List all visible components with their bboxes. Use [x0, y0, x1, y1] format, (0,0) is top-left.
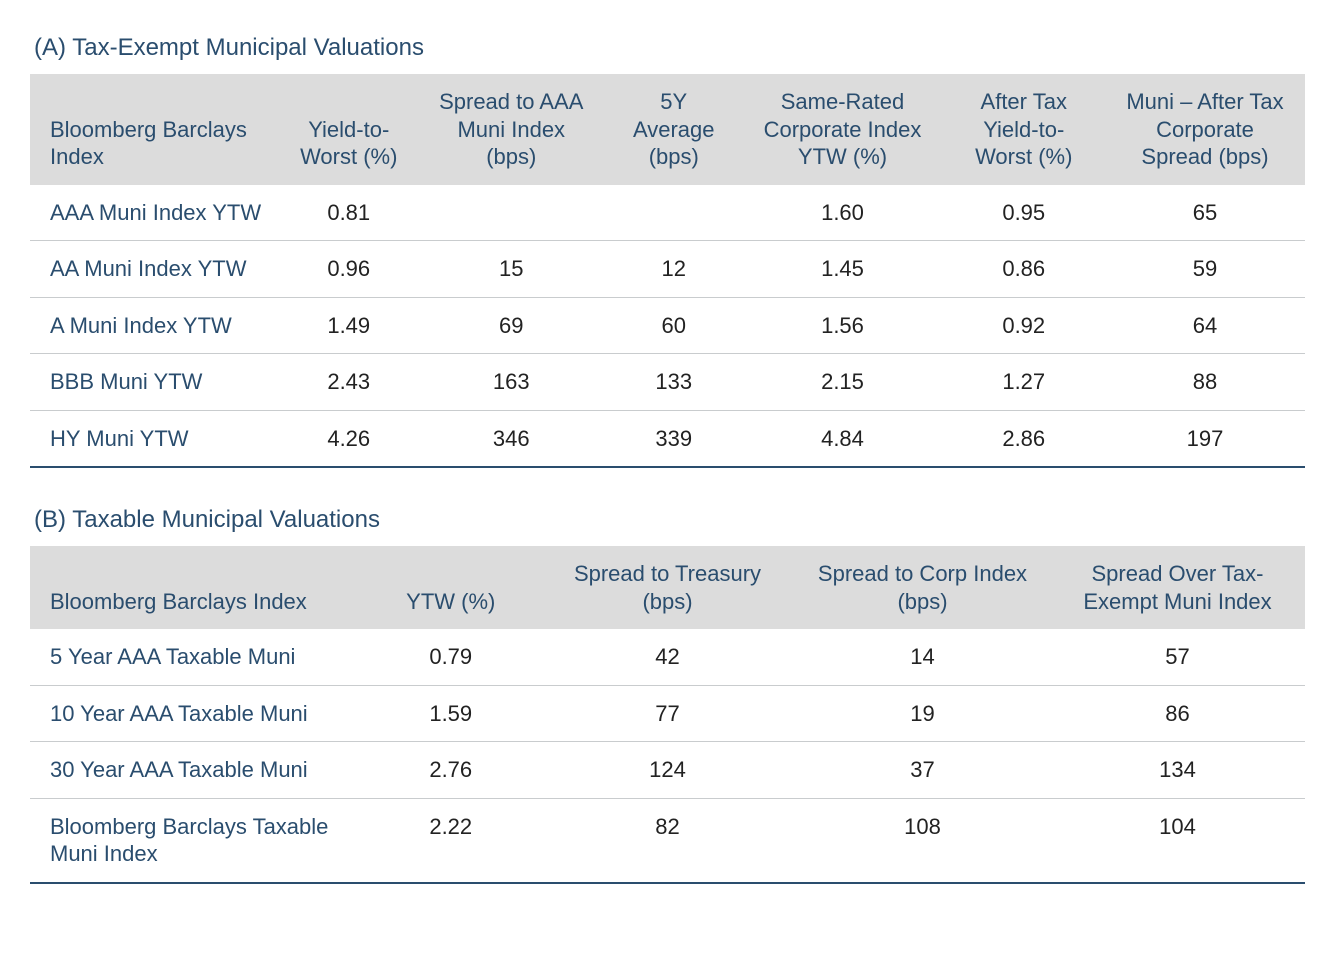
column-header: Bloomberg Barclays Index — [30, 546, 362, 629]
row-label: Bloomberg Barclays Taxable Muni Index — [30, 798, 362, 883]
table-a-header-row: Bloomberg Barclays IndexYield-to-Worst (… — [30, 74, 1305, 185]
cell-value: 60 — [605, 297, 743, 354]
column-header: Spread to Corp Index (bps) — [795, 546, 1050, 629]
cell-value — [605, 185, 743, 241]
cell-value: 108 — [795, 798, 1050, 883]
cell-value: 42 — [540, 629, 795, 685]
cell-value: 77 — [540, 685, 795, 742]
cell-value: 86 — [1050, 685, 1305, 742]
table-a-title: (A) Tax-Exempt Municipal Valuations — [34, 34, 1305, 62]
cell-value — [418, 185, 606, 241]
row-label: 10 Year AAA Taxable Muni — [30, 685, 362, 742]
table-row: AAA Muni Index YTW0.81 1.600.9565 — [30, 185, 1305, 241]
row-label: A Muni Index YTW — [30, 297, 280, 354]
section-spacer — [30, 468, 1305, 496]
row-label: 30 Year AAA Taxable Muni — [30, 742, 362, 799]
column-header: 5Y Average (bps) — [605, 74, 743, 185]
cell-value: 346 — [418, 410, 606, 467]
row-label: BBB Muni YTW — [30, 354, 280, 411]
cell-value: 14 — [795, 629, 1050, 685]
cell-value: 1.59 — [362, 685, 541, 742]
table-b-title: (B) Taxable Municipal Valuations — [34, 506, 1305, 534]
table-row: HY Muni YTW4.263463394.842.86197 — [30, 410, 1305, 467]
cell-value: 0.86 — [943, 241, 1106, 298]
table-row: A Muni Index YTW1.4969601.560.9264 — [30, 297, 1305, 354]
column-header: Bloomberg Barclays Index — [30, 74, 280, 185]
cell-value: 163 — [418, 354, 606, 411]
cell-value: 0.96 — [280, 241, 418, 298]
column-header: YTW (%) — [362, 546, 541, 629]
cell-value: 57 — [1050, 629, 1305, 685]
cell-value: 37 — [795, 742, 1050, 799]
column-header: Same-Rated Corporate Index YTW (%) — [743, 74, 943, 185]
cell-value: 124 — [540, 742, 795, 799]
row-label: AAA Muni Index YTW — [30, 185, 280, 241]
cell-value: 1.45 — [743, 241, 943, 298]
cell-value: 64 — [1105, 297, 1305, 354]
cell-value: 1.49 — [280, 297, 418, 354]
cell-value: 339 — [605, 410, 743, 467]
column-header: Yield-to-Worst (%) — [280, 74, 418, 185]
cell-value: 0.79 — [362, 629, 541, 685]
row-label: HY Muni YTW — [30, 410, 280, 467]
cell-value: 19 — [795, 685, 1050, 742]
cell-value: 59 — [1105, 241, 1305, 298]
table-b-header-row: Bloomberg Barclays IndexYTW (%)Spread to… — [30, 546, 1305, 629]
cell-value: 88 — [1105, 354, 1305, 411]
cell-value: 82 — [540, 798, 795, 883]
cell-value: 197 — [1105, 410, 1305, 467]
cell-value: 69 — [418, 297, 606, 354]
cell-value: 1.56 — [743, 297, 943, 354]
column-header: Spread to AAA Muni Index (bps) — [418, 74, 606, 185]
cell-value: 0.81 — [280, 185, 418, 241]
table-b: Bloomberg Barclays IndexYTW (%)Spread to… — [30, 546, 1305, 884]
table-row: BBB Muni YTW2.431631332.151.2788 — [30, 354, 1305, 411]
table-row: AA Muni Index YTW0.9615121.450.8659 — [30, 241, 1305, 298]
column-header: Spread Over Tax-Exempt Muni Index — [1050, 546, 1305, 629]
row-label: AA Muni Index YTW — [30, 241, 280, 298]
table-row: 30 Year AAA Taxable Muni2.7612437134 — [30, 742, 1305, 799]
table-row: 10 Year AAA Taxable Muni1.59771986 — [30, 685, 1305, 742]
table-b-body: 5 Year AAA Taxable Muni0.7942145710 Year… — [30, 629, 1305, 883]
cell-value: 2.43 — [280, 354, 418, 411]
cell-value: 2.86 — [943, 410, 1106, 467]
column-header: Spread to Treasury (bps) — [540, 546, 795, 629]
cell-value: 2.22 — [362, 798, 541, 883]
cell-value: 104 — [1050, 798, 1305, 883]
cell-value: 134 — [1050, 742, 1305, 799]
cell-value: 4.84 — [743, 410, 943, 467]
cell-value: 12 — [605, 241, 743, 298]
cell-value: 65 — [1105, 185, 1305, 241]
table-a: Bloomberg Barclays IndexYield-to-Worst (… — [30, 74, 1305, 468]
table-row: Bloomberg Barclays Taxable Muni Index2.2… — [30, 798, 1305, 883]
cell-value: 2.76 — [362, 742, 541, 799]
cell-value: 0.95 — [943, 185, 1106, 241]
table-row: 5 Year AAA Taxable Muni0.79421457 — [30, 629, 1305, 685]
cell-value: 4.26 — [280, 410, 418, 467]
table-a-body: AAA Muni Index YTW0.811.600.9565AA Muni … — [30, 185, 1305, 468]
row-label: 5 Year AAA Taxable Muni — [30, 629, 362, 685]
column-header: After Tax Yield-to-Worst (%) — [943, 74, 1106, 185]
cell-value: 133 — [605, 354, 743, 411]
cell-value: 1.27 — [943, 354, 1106, 411]
cell-value: 2.15 — [743, 354, 943, 411]
cell-value: 15 — [418, 241, 606, 298]
column-header: Muni – After Tax Corporate Spread (bps) — [1105, 74, 1305, 185]
cell-value: 1.60 — [743, 185, 943, 241]
cell-value: 0.92 — [943, 297, 1106, 354]
